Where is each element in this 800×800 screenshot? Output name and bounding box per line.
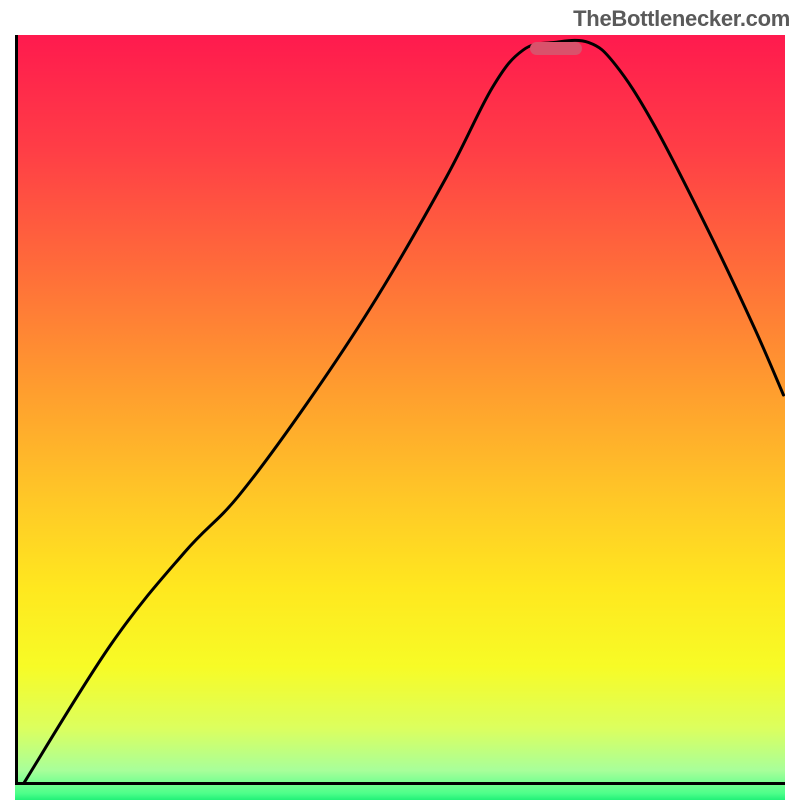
- bottleneck-curve: [15, 35, 785, 785]
- chart-container: TheBottlenecker.com: [0, 0, 800, 800]
- watermark-text: TheBottlenecker.com: [573, 6, 790, 32]
- y-axis: [15, 35, 18, 785]
- optimal-marker: [530, 42, 582, 55]
- x-axis: [15, 782, 785, 785]
- plot-area: [15, 35, 785, 785]
